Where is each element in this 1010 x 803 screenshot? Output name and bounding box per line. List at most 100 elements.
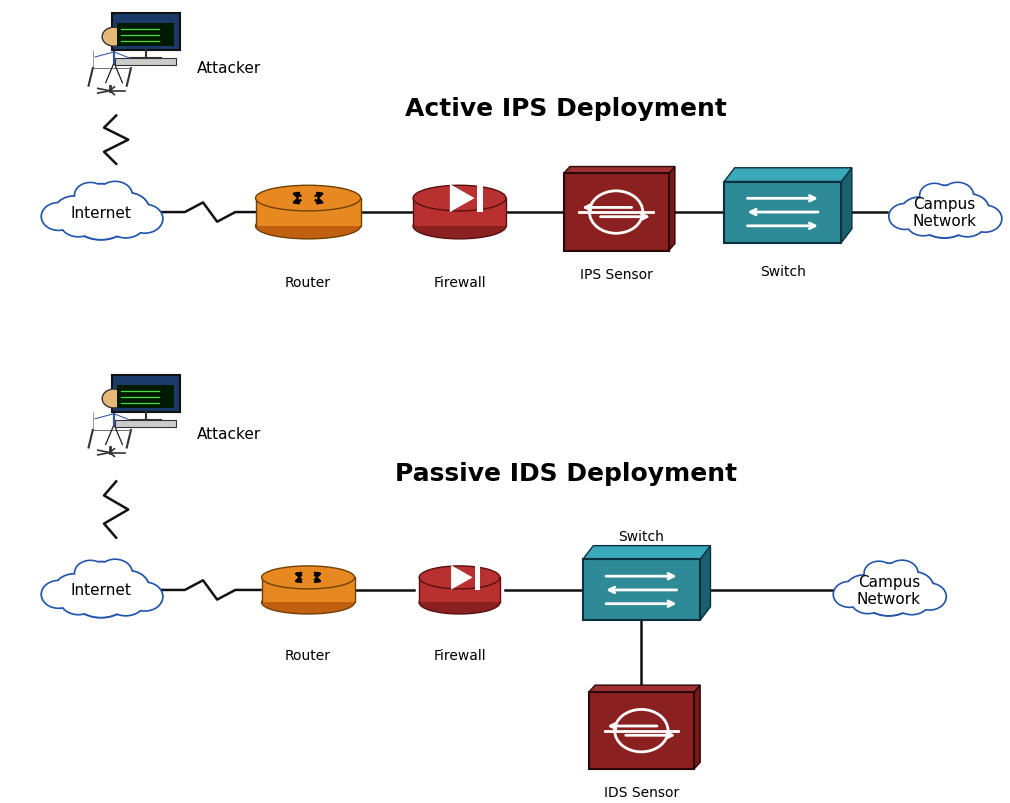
Ellipse shape xyxy=(413,186,506,212)
Text: Firewall: Firewall xyxy=(433,275,486,289)
Polygon shape xyxy=(589,685,700,692)
Text: Passive IDS Deployment: Passive IDS Deployment xyxy=(395,462,736,486)
Text: IDS Sensor: IDS Sensor xyxy=(604,785,679,799)
Bar xyxy=(115,421,177,427)
Circle shape xyxy=(42,204,75,230)
Circle shape xyxy=(60,585,97,614)
Circle shape xyxy=(942,184,973,208)
Circle shape xyxy=(865,565,913,603)
Circle shape xyxy=(969,206,1002,233)
Polygon shape xyxy=(589,692,694,769)
Circle shape xyxy=(98,560,132,587)
Circle shape xyxy=(75,563,127,605)
Circle shape xyxy=(890,205,920,230)
Polygon shape xyxy=(449,185,475,213)
Circle shape xyxy=(970,206,1001,232)
Circle shape xyxy=(949,195,989,226)
Circle shape xyxy=(41,581,76,608)
Text: Firewall: Firewall xyxy=(433,648,486,662)
Polygon shape xyxy=(419,577,500,603)
Polygon shape xyxy=(262,577,355,603)
Circle shape xyxy=(902,198,937,227)
Circle shape xyxy=(920,185,949,207)
Circle shape xyxy=(106,207,145,238)
Polygon shape xyxy=(564,167,675,174)
Polygon shape xyxy=(724,182,841,243)
Circle shape xyxy=(941,183,974,209)
Circle shape xyxy=(920,185,948,207)
Circle shape xyxy=(107,572,148,605)
Circle shape xyxy=(865,562,894,585)
Ellipse shape xyxy=(262,566,355,589)
Ellipse shape xyxy=(413,214,506,239)
Polygon shape xyxy=(451,565,473,590)
Circle shape xyxy=(74,185,128,227)
Circle shape xyxy=(894,585,929,614)
Circle shape xyxy=(833,582,866,607)
Circle shape xyxy=(70,190,132,239)
Circle shape xyxy=(127,583,162,610)
Circle shape xyxy=(74,562,128,605)
Text: Attacker: Attacker xyxy=(197,426,262,441)
Circle shape xyxy=(98,182,132,210)
Text: IPS Sensor: IPS Sensor xyxy=(580,267,652,281)
Polygon shape xyxy=(583,546,710,560)
Circle shape xyxy=(106,206,145,238)
Text: Router: Router xyxy=(285,275,331,289)
Circle shape xyxy=(865,562,893,585)
Circle shape xyxy=(895,573,933,603)
Circle shape xyxy=(127,206,162,233)
Ellipse shape xyxy=(256,186,361,212)
Text: Switch: Switch xyxy=(760,265,806,279)
Circle shape xyxy=(107,571,149,605)
Circle shape xyxy=(42,581,75,608)
Bar xyxy=(117,385,175,408)
Circle shape xyxy=(949,208,986,237)
Circle shape xyxy=(55,574,94,606)
Circle shape xyxy=(75,561,106,586)
Circle shape xyxy=(127,206,163,234)
Circle shape xyxy=(861,569,917,615)
Polygon shape xyxy=(583,560,700,621)
Circle shape xyxy=(55,575,93,605)
Circle shape xyxy=(107,194,149,227)
Circle shape xyxy=(919,186,970,226)
Circle shape xyxy=(61,208,96,237)
Circle shape xyxy=(916,192,973,238)
Circle shape xyxy=(915,191,974,238)
Polygon shape xyxy=(564,174,669,251)
Bar xyxy=(112,14,180,51)
Circle shape xyxy=(106,585,145,615)
Circle shape xyxy=(99,183,131,209)
Circle shape xyxy=(69,567,133,618)
Circle shape xyxy=(906,209,940,236)
Circle shape xyxy=(834,582,865,607)
Polygon shape xyxy=(700,546,710,621)
Polygon shape xyxy=(694,685,700,769)
Circle shape xyxy=(860,569,918,616)
Ellipse shape xyxy=(419,566,500,589)
Circle shape xyxy=(76,184,105,208)
Polygon shape xyxy=(669,167,675,251)
Circle shape xyxy=(60,208,97,237)
Circle shape xyxy=(61,585,96,614)
Circle shape xyxy=(102,389,126,409)
Circle shape xyxy=(75,185,127,227)
Circle shape xyxy=(950,195,989,226)
Text: Attacker: Attacker xyxy=(197,61,262,75)
Circle shape xyxy=(907,210,940,235)
Text: Router: Router xyxy=(285,648,331,662)
Circle shape xyxy=(76,561,105,585)
Bar xyxy=(475,565,480,590)
Circle shape xyxy=(75,184,106,209)
Polygon shape xyxy=(256,199,361,226)
Ellipse shape xyxy=(419,591,500,614)
Circle shape xyxy=(913,584,946,610)
Circle shape xyxy=(846,576,882,605)
Ellipse shape xyxy=(262,591,355,614)
Circle shape xyxy=(851,587,885,613)
Circle shape xyxy=(949,208,985,237)
Bar xyxy=(115,59,177,66)
Text: Switch: Switch xyxy=(618,530,665,544)
Circle shape xyxy=(70,568,132,617)
